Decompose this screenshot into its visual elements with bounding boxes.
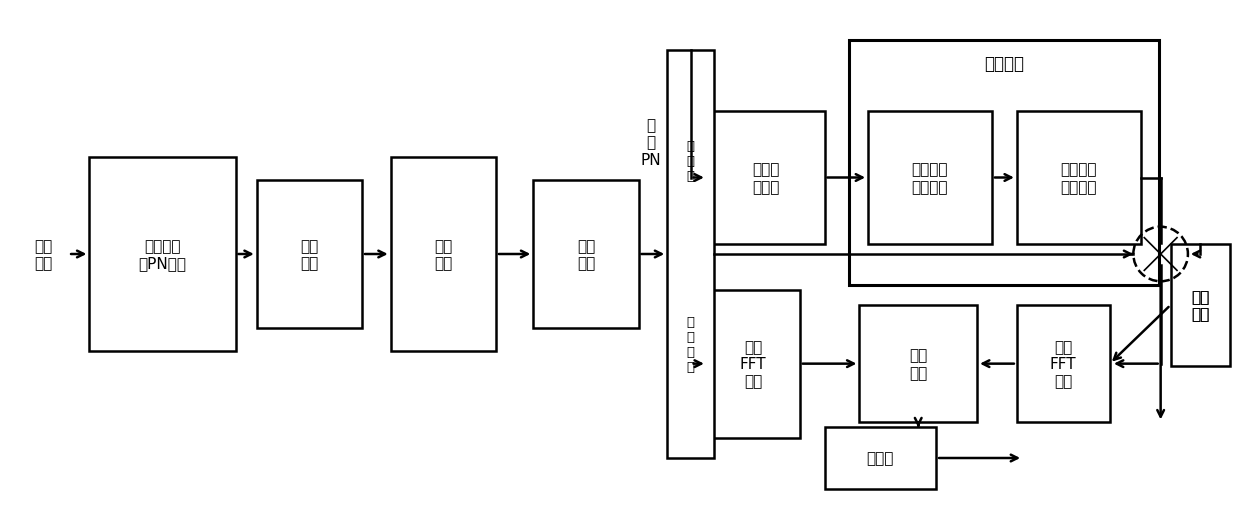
Text: 信道
估计: 信道 估计 (1192, 289, 1209, 322)
Text: 同步单元: 同步单元 (985, 54, 1024, 73)
Text: 第一
FFT
单元: 第一 FFT 单元 (1050, 339, 1076, 389)
Text: 载波频偏
校正单元: 载波频偏 校正单元 (1060, 162, 1097, 194)
Text: 定时同
步单元: 定时同 步单元 (751, 162, 780, 194)
Text: 循
环
PN: 循 环 PN (641, 118, 661, 167)
Text: 载波频偏
估计单元: 载波频偏 估计单元 (911, 162, 949, 194)
Bar (707, 290, 800, 438)
Bar (825, 428, 936, 489)
Bar (1017, 112, 1141, 244)
Text: 成型
滤波: 成型 滤波 (300, 238, 319, 271)
Bar (391, 158, 496, 351)
Text: 串并
转换: 串并 转换 (434, 238, 453, 271)
Text: 匹配
滤波: 匹配 滤波 (577, 238, 595, 271)
Text: 第二
FFT
单元: 第二 FFT 单元 (740, 339, 766, 389)
Text: 去交织: 去交织 (867, 450, 894, 466)
Bar (707, 112, 825, 244)
Bar (1171, 244, 1230, 366)
Bar (849, 41, 1159, 285)
Bar (868, 112, 992, 244)
Bar (667, 51, 714, 458)
Bar (1017, 305, 1110, 422)
Bar (89, 158, 236, 351)
Bar (859, 305, 977, 422)
Text: 分
离
器: 分 离 器 (687, 139, 694, 182)
Text: 均衡
单元: 均衡 单元 (909, 348, 928, 380)
Bar (533, 181, 639, 328)
Text: 信道
估计: 信道 估计 (1192, 289, 1209, 322)
Text: 信
号
数
据: 信 号 数 据 (687, 315, 694, 373)
Bar (257, 181, 362, 328)
Text: 嵌套式循
环PN插入: 嵌套式循 环PN插入 (139, 238, 186, 271)
Text: 输入
信号: 输入 信号 (35, 238, 52, 271)
